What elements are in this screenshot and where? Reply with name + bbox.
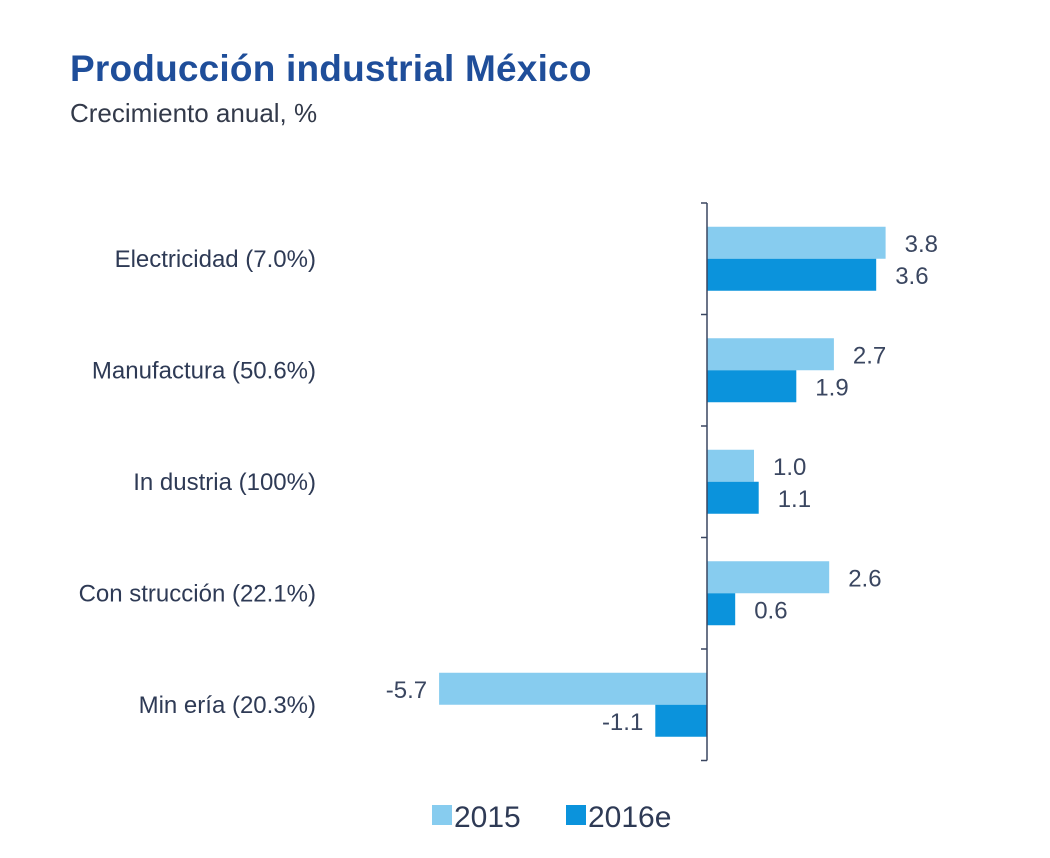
data-label: 3.8 xyxy=(905,231,938,258)
data-label: 1.1 xyxy=(778,486,811,513)
data-label: 3.6 xyxy=(895,263,928,290)
bar-2015 xyxy=(439,672,707,705)
bar-2016e xyxy=(707,593,736,626)
legend-swatch-2016e xyxy=(566,805,586,825)
bar-2015 xyxy=(707,226,886,259)
legend-label: 2015 xyxy=(454,801,521,834)
data-label: 1.0 xyxy=(773,454,806,481)
bar-2015 xyxy=(707,449,754,482)
legend-swatch-2015 xyxy=(432,805,452,825)
bar-2015 xyxy=(707,338,834,371)
data-label: 2.6 xyxy=(848,565,881,592)
category-label: Electricidad (7.0%) xyxy=(115,246,316,273)
legend-label: 2016e xyxy=(588,801,671,834)
bar-2016e xyxy=(655,704,707,737)
data-label: 0.6 xyxy=(754,597,787,624)
chart-subtitle: Crecimiento anual, % xyxy=(70,98,318,128)
bar-2016e xyxy=(707,370,797,403)
bar-2016e xyxy=(707,481,759,514)
data-label: -1.1 xyxy=(602,709,643,736)
category-label: Con strucción (22.1%) xyxy=(79,580,316,607)
data-label: 1.9 xyxy=(815,374,848,401)
category-label: Manufactura (50.6%) xyxy=(92,357,316,384)
data-label: -5.7 xyxy=(386,677,427,704)
bar-2015 xyxy=(707,561,830,594)
data-label: 2.7 xyxy=(853,342,886,369)
chart-title: Producción industrial México xyxy=(70,48,592,89)
category-label: Min ería (20.3%) xyxy=(139,692,316,719)
category-label: In dustria (100%) xyxy=(133,469,316,496)
bar-2016e xyxy=(707,258,877,291)
